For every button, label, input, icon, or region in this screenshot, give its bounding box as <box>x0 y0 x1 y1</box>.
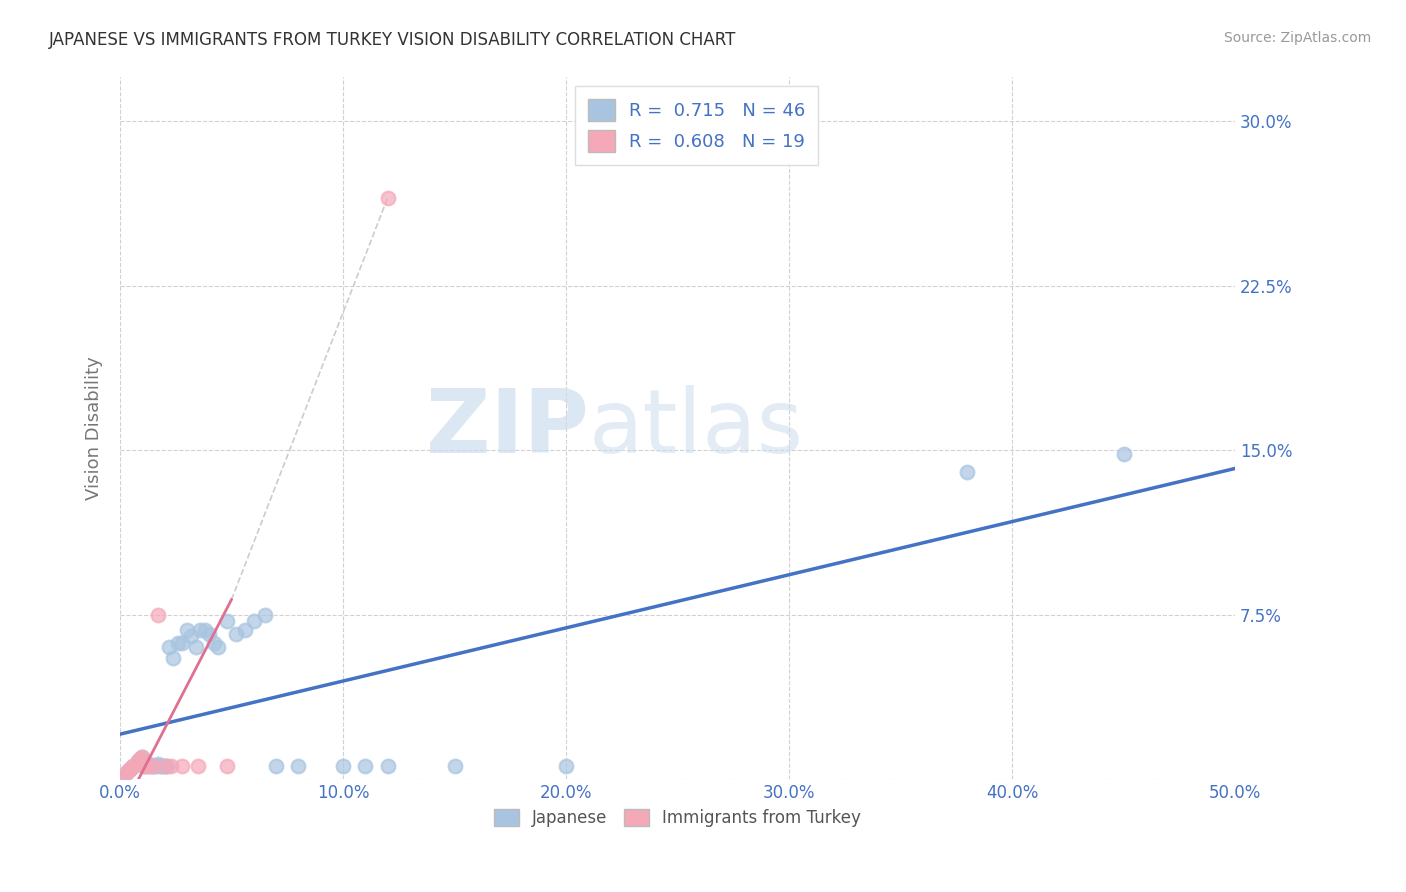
Point <box>160 758 183 772</box>
Point <box>118 763 141 777</box>
Point <box>176 623 198 637</box>
Legend: Japanese, Immigrants from Turkey: Japanese, Immigrants from Turkey <box>486 802 868 834</box>
Point <box>138 758 160 772</box>
Point <box>198 627 221 641</box>
Point <box>215 758 238 772</box>
Point <box>141 758 163 772</box>
Point <box>112 767 135 781</box>
Point <box>332 758 354 772</box>
Point <box>287 758 309 772</box>
Point <box>120 761 142 775</box>
Point <box>225 627 247 641</box>
Point <box>149 758 172 772</box>
Text: Source: ZipAtlas.com: Source: ZipAtlas.com <box>1223 31 1371 45</box>
Point <box>377 191 399 205</box>
Point <box>146 756 169 771</box>
Point <box>115 765 138 780</box>
Point <box>153 758 176 772</box>
Point <box>162 651 184 665</box>
Text: ZIP: ZIP <box>426 384 588 472</box>
Y-axis label: Vision Disability: Vision Disability <box>86 356 103 500</box>
Point <box>202 636 225 650</box>
Point <box>242 614 264 628</box>
Point <box>156 758 179 772</box>
Point <box>122 758 145 772</box>
Point <box>150 758 173 772</box>
Point <box>187 758 209 772</box>
Point <box>131 750 153 764</box>
Point <box>127 755 149 769</box>
Text: atlas: atlas <box>588 384 803 472</box>
Text: JAPANESE VS IMMIGRANTS FROM TURKEY VISION DISABILITY CORRELATION CHART: JAPANESE VS IMMIGRANTS FROM TURKEY VISIO… <box>49 31 737 49</box>
Point <box>131 750 153 764</box>
Point <box>207 640 229 655</box>
Point <box>153 758 176 772</box>
Point <box>555 758 578 772</box>
Point <box>1112 448 1135 462</box>
Point <box>180 629 202 643</box>
Point <box>167 636 190 650</box>
Point <box>134 758 156 772</box>
Point <box>184 640 207 655</box>
Point <box>124 756 146 771</box>
Point <box>115 765 138 780</box>
Point <box>135 758 157 772</box>
Point <box>145 758 167 772</box>
Point <box>354 758 377 772</box>
Point <box>118 763 141 777</box>
Point <box>264 758 287 772</box>
Point <box>142 758 165 772</box>
Point <box>443 758 465 772</box>
Point <box>138 756 160 771</box>
Point <box>129 752 152 766</box>
Point <box>127 755 149 769</box>
Point <box>215 614 238 628</box>
Point <box>120 761 142 775</box>
Point <box>129 752 152 766</box>
Point <box>122 758 145 772</box>
Point <box>377 758 399 772</box>
Point <box>233 623 256 637</box>
Point <box>253 607 276 622</box>
Point <box>112 767 135 781</box>
Point <box>142 758 165 772</box>
Point <box>134 758 156 772</box>
Point <box>146 607 169 622</box>
Point <box>188 623 211 637</box>
Point <box>172 636 194 650</box>
Point <box>172 758 194 772</box>
Point <box>124 756 146 771</box>
Point <box>157 640 180 655</box>
Point <box>956 465 979 479</box>
Point <box>194 623 217 637</box>
